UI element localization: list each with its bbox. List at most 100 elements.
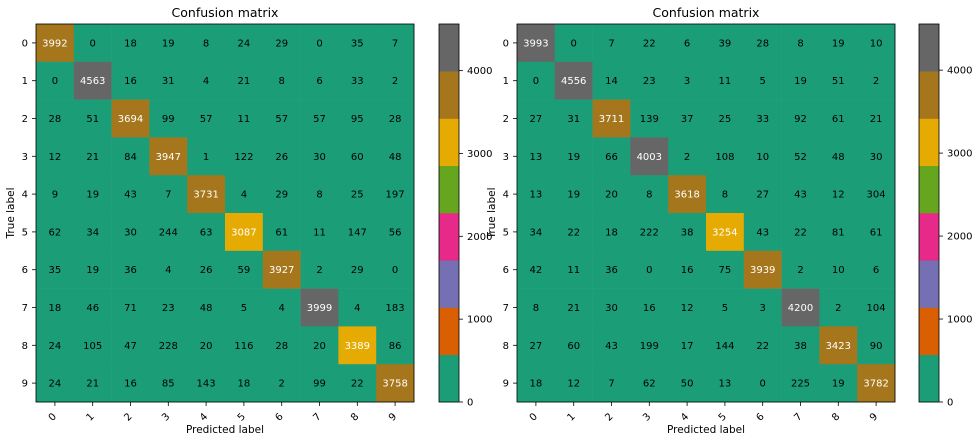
cell-value-label: 22 (351, 379, 364, 390)
heatmap-cell (630, 137, 669, 176)
heatmap-cell (111, 326, 150, 365)
heatmap-cell (111, 175, 150, 214)
heatmap-cell (819, 326, 858, 365)
cell-value-label: 7 (608, 379, 614, 390)
heatmap-cell (338, 250, 377, 289)
cell-value-label: 199 (640, 341, 659, 352)
heatmap-cell (338, 213, 377, 252)
colorbar-segment (919, 24, 939, 72)
heatmap-cell (149, 99, 188, 138)
heatmap-cell (149, 24, 188, 63)
heatmap-cell (187, 326, 226, 365)
cell-value-label: 6 (316, 76, 322, 87)
heatmap-cell (781, 99, 820, 138)
cell-value-label: 20 (200, 341, 213, 352)
heatmap-cell (517, 213, 556, 252)
heatmap-cell (706, 364, 745, 403)
cell-value-label: 11 (567, 265, 580, 276)
heatmap-cell (706, 61, 745, 100)
heatmap-cell (668, 288, 707, 327)
cell-value-label: 52 (794, 152, 807, 163)
cell-value-label: 144 (715, 341, 734, 352)
heatmap-cell (262, 288, 301, 327)
heatmap-cell (554, 137, 593, 176)
heatmap-cell (517, 61, 556, 100)
heatmap-cell (743, 24, 782, 63)
cell-value-label: 26 (275, 152, 288, 163)
cell-value-label: 28 (275, 341, 288, 352)
heatmap-cell (187, 250, 226, 289)
heatmap-cell (111, 61, 150, 100)
cell-value-label: 4 (354, 303, 360, 314)
cell-value-label: 22 (643, 38, 656, 49)
cell-value-label: 50 (681, 379, 694, 390)
cell-value-label: 143 (197, 379, 216, 390)
x-tick-label: 4 (679, 411, 691, 423)
cell-value-label: 108 (715, 152, 734, 163)
y-tick-label: 1 (503, 76, 509, 87)
heatmap-cell (668, 61, 707, 100)
cell-value-label: 22 (567, 227, 580, 238)
heatmap-cell (517, 288, 556, 327)
heatmap-cell (592, 24, 631, 63)
heatmap-cell (630, 213, 669, 252)
heatmap-cell (376, 326, 415, 365)
heatmap-cell (300, 24, 339, 63)
heatmap-cell (630, 364, 669, 403)
heatmap-cell (554, 175, 593, 214)
cell-value-label: 43 (605, 341, 618, 352)
heatmap-cell (554, 99, 593, 138)
cell-value-label: 22 (756, 341, 769, 352)
heatmap-cell (300, 175, 339, 214)
heatmap-cell (857, 288, 896, 327)
cell-value-label: 104 (867, 303, 886, 314)
heatmap-cell (668, 99, 707, 138)
heatmap-cell (554, 250, 593, 289)
y-axis-label: True label (486, 187, 498, 239)
cell-value-label: 85 (162, 379, 175, 390)
x-axis-label: Predicted label (667, 424, 745, 436)
heatmap-cell (262, 24, 301, 63)
x-tick-label: 6 (274, 411, 286, 423)
heatmap-cell (338, 61, 377, 100)
cell-value-label: 10 (756, 152, 769, 163)
cell-value-label: 19 (567, 152, 580, 163)
cell-value-label: 61 (275, 227, 288, 238)
cell-value-label: 122 (234, 152, 253, 163)
cell-value-label: 31 (567, 114, 580, 125)
x-tick-label: 0 (528, 411, 540, 423)
cell-value-label: 12 (567, 379, 580, 390)
cell-value-label: 222 (640, 227, 659, 238)
cell-value-label: 2 (279, 379, 285, 390)
heatmap-cell (338, 175, 377, 214)
heatmap-cell (300, 137, 339, 176)
heatmap-cell (262, 364, 301, 403)
cell-value-label: 43 (124, 190, 137, 201)
heatmap-cell (517, 99, 556, 138)
cell-value-label: 19 (832, 379, 845, 390)
cell-value-label: 3389 (345, 341, 370, 352)
cell-value-label: 36 (124, 265, 137, 276)
heatmap-cell (630, 288, 669, 327)
cell-value-label: 17 (681, 341, 694, 352)
colorbar-segment (439, 354, 459, 403)
heatmap-cell (225, 137, 264, 176)
heatmap-cell (187, 99, 226, 138)
x-tick-label: 6 (755, 411, 767, 423)
cell-value-label: 8 (279, 76, 285, 87)
cell-value-label: 48 (832, 152, 845, 163)
heatmap-cell (857, 326, 896, 365)
cell-value-label: 139 (640, 114, 659, 125)
colorbar-segment (439, 307, 459, 356)
cell-value-label: 29 (275, 38, 288, 49)
cell-value-label: 18 (530, 379, 543, 390)
y-tick-label: 0 (503, 38, 509, 49)
cell-value-label: 63 (200, 227, 213, 238)
heatmap-cell (706, 99, 745, 138)
cell-value-label: 59 (238, 265, 251, 276)
heatmap-cell (262, 326, 301, 365)
heatmap-cell (819, 24, 858, 63)
cell-value-label: 0 (392, 265, 398, 276)
cell-value-label: 25 (351, 190, 364, 201)
cell-value-label: 12 (832, 190, 845, 201)
